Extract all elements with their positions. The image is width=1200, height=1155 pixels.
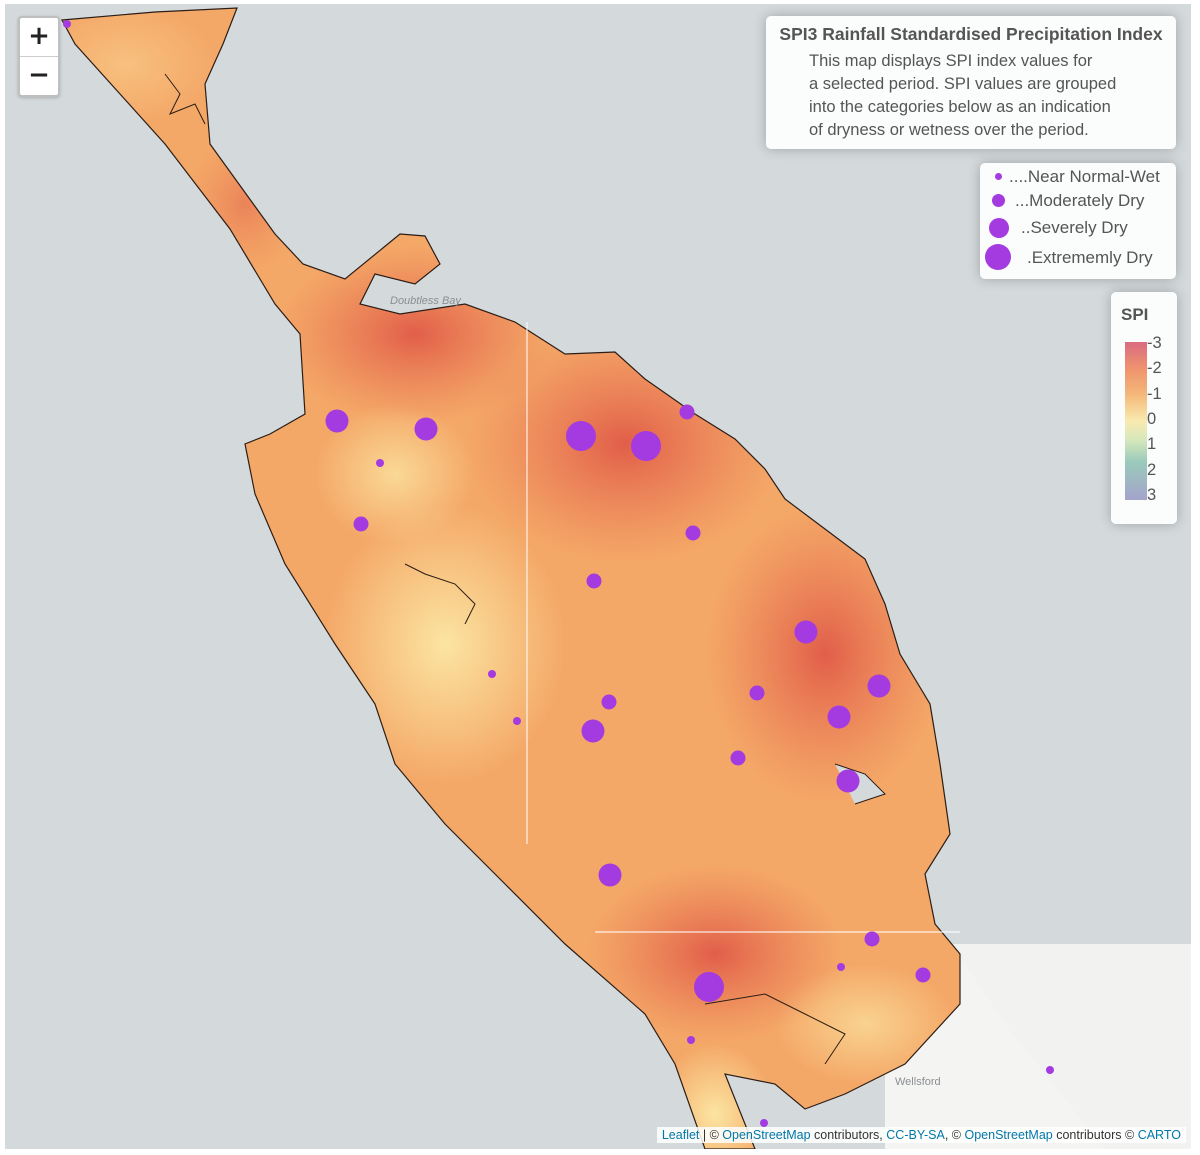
station-marker[interactable] (915, 967, 931, 983)
station-marker[interactable] (687, 1036, 695, 1044)
map-container[interactable]: Doubtless Bay Wellsford + − SPI3 Rainfal… (5, 4, 1191, 1149)
spi-tick: 2 (1147, 461, 1157, 479)
spi-tick: 0 (1147, 410, 1157, 428)
attribution-sep: | © (699, 1128, 723, 1142)
station-marker[interactable] (353, 516, 369, 532)
station-marker[interactable] (601, 694, 617, 710)
region-boundary (526, 322, 960, 933)
spi-tick: -2 (1147, 359, 1162, 377)
spi-tick: 3 (1147, 486, 1157, 504)
osm-link[interactable]: OpenStreetMap (722, 1128, 811, 1142)
marker-xlarge-icon (985, 244, 1011, 270)
station-marker[interactable] (679, 404, 695, 420)
info-line-3: into the categories below as an indicati… (809, 98, 1111, 116)
info-line-1: This map displays SPI index values for (809, 52, 1093, 70)
spi-color-ramp (1125, 342, 1147, 500)
station-marker[interactable] (864, 931, 880, 947)
size-legend-label: ..Severely Dry (1021, 218, 1128, 237)
spi-tick: -1 (1147, 385, 1162, 403)
station-marker[interactable] (598, 863, 622, 887)
spi-tick: 1 (1147, 435, 1157, 453)
attribution-sep: , © (944, 1128, 965, 1142)
station-marker[interactable] (414, 417, 438, 441)
marker-small-icon (995, 173, 1002, 180)
inlet-hokianga (404, 563, 476, 625)
spi-legend: SPI -3 -2 -1 0 1 2 3 (1111, 292, 1177, 524)
osm-link[interactable]: OpenStreetMap (964, 1128, 1053, 1142)
station-marker[interactable] (685, 525, 701, 541)
label-doubtless-bay: Doubtless Bay (390, 295, 461, 307)
attribution-text: contributors, (810, 1128, 887, 1142)
marker-large-icon (989, 218, 1009, 238)
info-line-2: a selected period. SPI values are groupe… (809, 75, 1117, 93)
carto-link[interactable]: CARTO (1137, 1128, 1181, 1142)
station-marker[interactable] (325, 409, 349, 433)
station-marker[interactable] (867, 674, 891, 698)
attribution: Leaflet | © OpenStreetMap contributors, … (656, 1127, 1186, 1143)
station-marker[interactable] (1046, 1066, 1054, 1074)
size-legend: ....Near Normal-Wet ...Moderately Dry ..… (980, 163, 1176, 279)
attribution-text: contributors © (1052, 1128, 1138, 1142)
station-marker[interactable] (794, 620, 818, 644)
info-line-4: of dryness or wetness over the period. (809, 121, 1089, 139)
zoom-out-button[interactable]: − (28, 60, 50, 90)
marker-medium-icon (992, 194, 1005, 207)
station-marker[interactable] (376, 459, 384, 467)
station-marker[interactable] (631, 431, 661, 461)
station-marker[interactable] (837, 963, 845, 971)
station-marker[interactable] (513, 717, 521, 725)
spi-tick: -3 (1147, 334, 1162, 352)
station-marker[interactable] (694, 972, 724, 1002)
size-legend-label: ...Moderately Dry (1015, 191, 1145, 210)
station-marker[interactable] (63, 20, 71, 28)
label-wellsford: Wellsford (895, 1076, 941, 1088)
station-marker[interactable] (827, 705, 851, 729)
station-marker[interactable] (836, 769, 860, 793)
zoom-in-button[interactable]: + (20, 18, 58, 57)
info-panel: SPI3 Rainfall Standardised Precipitation… (766, 16, 1176, 149)
inlet-houhora (164, 73, 206, 125)
ccbysa-link[interactable]: CC-BY-SA (886, 1128, 945, 1142)
size-legend-label: .Extrememly Dry (1027, 248, 1153, 267)
station-markers[interactable] (63, 20, 1054, 1127)
station-marker[interactable] (749, 685, 765, 701)
leaflet-link[interactable]: Leaflet (661, 1128, 700, 1142)
station-marker[interactable] (730, 750, 746, 766)
map-canvas[interactable] (5, 4, 1191, 1149)
zoom-control: + − (18, 16, 60, 97)
spi-legend-title: SPI (1121, 305, 1149, 324)
inlet-kaipara (704, 993, 846, 1065)
station-marker[interactable] (760, 1119, 768, 1127)
info-title: SPI3 Rainfall Standardised Precipitation… (779, 24, 1163, 44)
info-description: This map displays SPI index values for a… (809, 50, 1154, 142)
station-marker[interactable] (566, 421, 596, 451)
station-marker[interactable] (488, 670, 496, 678)
station-marker[interactable] (586, 573, 602, 589)
size-legend-label: ....Near Normal-Wet (1009, 167, 1160, 186)
station-marker[interactable] (581, 719, 605, 743)
